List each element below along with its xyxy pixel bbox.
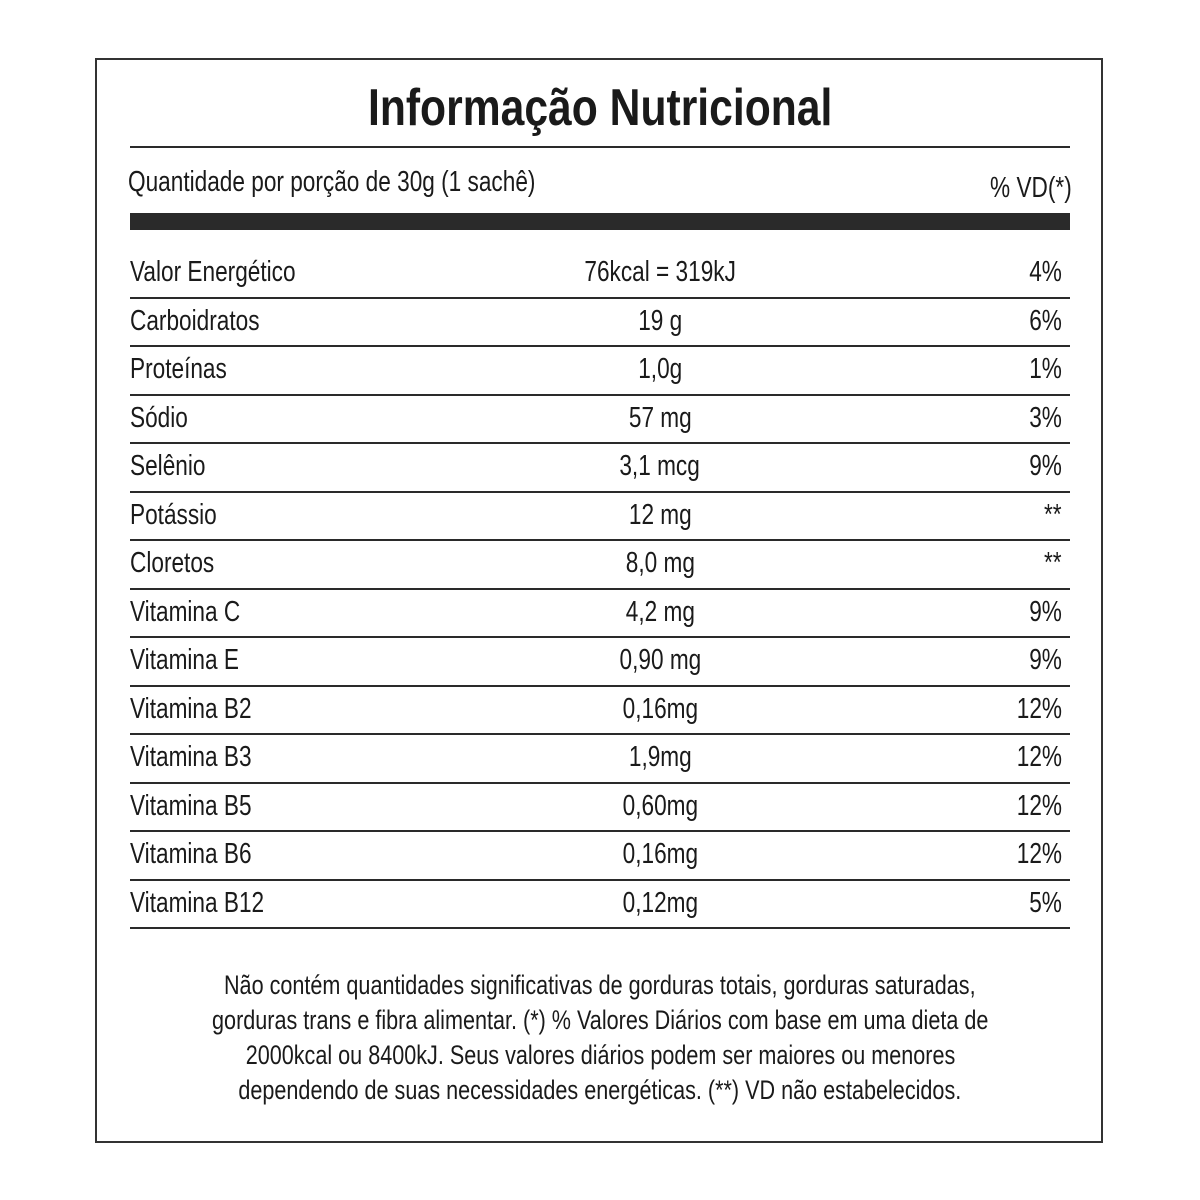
nutrient-amount: 0,12mg	[622, 886, 698, 919]
nutrient-dv: 3%	[1029, 401, 1062, 434]
nutrient-amount: 0,90 mg	[619, 644, 701, 676]
table-row: Selênio 3,1 mcg 9%	[130, 444, 1070, 493]
table-row: Carboidratos 19 g 6%	[130, 299, 1070, 347]
title-divider	[130, 146, 1070, 148]
table-row: Vitamina C 4,2 mg 9%	[130, 590, 1070, 638]
nutrition-label-frame	[95, 58, 1103, 1143]
nutrient-dv: 12%	[1016, 838, 1062, 870]
nutrient-name: Vitamina C	[130, 595, 241, 628]
nutrient-dv: 12%	[1016, 741, 1062, 773]
nutrient-dv: 6%	[1029, 304, 1062, 337]
table-row: Vitamina B2 0,16mg 12%	[130, 687, 1070, 735]
table-row: Cloretos 8,0 mg **	[130, 541, 1070, 590]
table-row: Sódio 57 mg 3%	[130, 396, 1070, 444]
footnote-line: gorduras trans e fibra alimentar. (*) % …	[211, 1005, 989, 1035]
nutrient-name: Vitamina B5	[130, 789, 252, 822]
table-row: Vitamina B12 0,12mg 5%	[130, 881, 1070, 929]
nutrient-amount: 0,60mg	[622, 789, 698, 822]
nutrient-table: Valor Energético 76kcal = 319kJ 4% Carboidr…	[130, 250, 1070, 929]
nutrient-name: Carboidratos	[130, 304, 260, 337]
footnote-line: Não contém quantidades significativas de…	[224, 970, 976, 1000]
nutrient-dv: 12%	[1016, 789, 1062, 822]
nutrient-name: Vitamina B3	[130, 741, 252, 773]
nutrient-dv: **	[1044, 498, 1062, 531]
nutrient-amount: 76kcal = 319kJ	[584, 256, 736, 288]
nutrient-dv: 9%	[1029, 644, 1062, 676]
dv-header: % VD(*)	[990, 172, 1072, 204]
nutrient-dv: 9%	[1029, 450, 1062, 482]
nutrient-dv: 5%	[1029, 886, 1062, 919]
nutrient-dv: 9%	[1029, 595, 1062, 628]
nutrient-name: Vitamina B6	[130, 838, 252, 870]
nutrient-amount: 1,0g	[637, 353, 683, 385]
label-title: Informação Nutricional	[367, 79, 833, 137]
table-row: Potássio 12 mg **	[130, 493, 1070, 541]
nutrient-amount: 8,0 mg	[625, 547, 695, 579]
nutrient-name: Vitamina B2	[130, 692, 252, 725]
thick-divider	[130, 213, 1070, 230]
table-row: Proteínas 1,0g 1%	[130, 347, 1070, 396]
nutrient-dv: 4%	[1029, 256, 1062, 288]
nutrient-name: Vitamina B12	[130, 886, 265, 919]
table-row: Valor Energético 76kcal = 319kJ 4%	[130, 250, 1070, 299]
nutrient-amount: 3,1 mcg	[619, 450, 701, 482]
table-row: Vitamina B3 1,9mg 12%	[130, 735, 1070, 784]
footnote: Não contém quantidades significativas de…	[0, 968, 1200, 1108]
table-row: Vitamina B6 0,16mg 12%	[130, 832, 1070, 881]
nutrient-amount: 1,9mg	[628, 741, 692, 773]
nutrient-amount: 57 mg	[628, 401, 692, 434]
nutrient-name: Cloretos	[130, 547, 215, 579]
nutrient-amount: 19 g	[637, 304, 683, 337]
nutrient-name: Sódio	[130, 401, 188, 434]
table-row: Vitamina B5 0,60mg 12%	[130, 784, 1070, 832]
footnote-line: dependendo de suas necessidades energéti…	[238, 1075, 962, 1105]
serving-size: Quantidade por porção de 30g (1 sachê)	[128, 166, 536, 198]
nutrient-amount: 0,16mg	[622, 692, 698, 725]
nutrient-name: Valor Energético	[130, 256, 296, 288]
nutrient-amount: 0,16mg	[622, 838, 698, 870]
nutrient-amount: 4,2 mg	[625, 595, 695, 628]
nutrient-amount: 12 mg	[628, 498, 692, 531]
table-row: Vitamina E 0,90 mg 9%	[130, 638, 1070, 687]
nutrient-dv: 1%	[1029, 353, 1062, 385]
nutrient-name: Potássio	[130, 498, 217, 531]
nutrient-dv: 12%	[1016, 692, 1062, 725]
nutrient-dv: **	[1044, 547, 1062, 579]
nutrient-name: Vitamina E	[130, 644, 239, 676]
nutrient-name: Selênio	[130, 450, 206, 482]
nutrient-name: Proteínas	[130, 353, 227, 385]
footnote-line: 2000kcal ou 8400kJ. Seus valores diários…	[245, 1040, 955, 1070]
